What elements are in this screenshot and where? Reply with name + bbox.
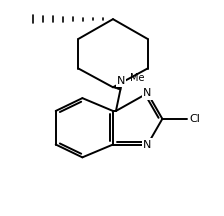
Polygon shape	[113, 84, 121, 90]
Text: N: N	[143, 88, 152, 98]
Text: N: N	[143, 140, 152, 149]
Text: Me: Me	[130, 73, 144, 83]
Text: Cl: Cl	[189, 114, 200, 124]
Text: N: N	[117, 76, 125, 86]
